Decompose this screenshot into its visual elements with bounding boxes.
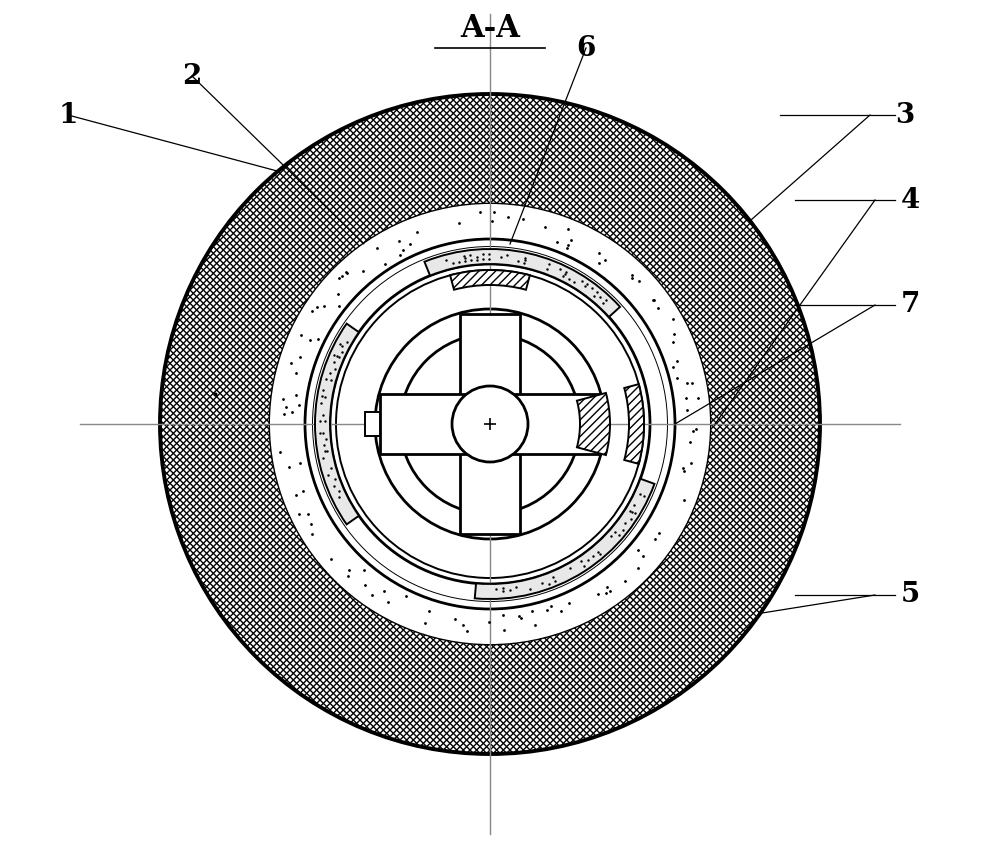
Text: 3: 3	[895, 102, 915, 128]
Wedge shape	[160, 94, 820, 754]
Circle shape	[452, 386, 528, 462]
Wedge shape	[450, 270, 530, 290]
Text: 7: 7	[900, 291, 920, 318]
Circle shape	[313, 247, 667, 601]
Circle shape	[270, 204, 710, 644]
Text: 5: 5	[900, 582, 920, 609]
Text: A-A: A-A	[460, 13, 520, 43]
Bar	[380, 394, 600, 454]
Text: 4: 4	[900, 187, 920, 213]
Wedge shape	[577, 393, 610, 455]
Circle shape	[375, 309, 605, 539]
Wedge shape	[424, 249, 620, 317]
Bar	[365, 412, 380, 436]
Wedge shape	[475, 479, 654, 599]
Text: 1: 1	[58, 102, 78, 128]
Bar	[460, 314, 520, 534]
Text: 6: 6	[576, 35, 596, 61]
Wedge shape	[624, 384, 644, 464]
Text: 2: 2	[182, 63, 202, 89]
Wedge shape	[315, 323, 359, 525]
